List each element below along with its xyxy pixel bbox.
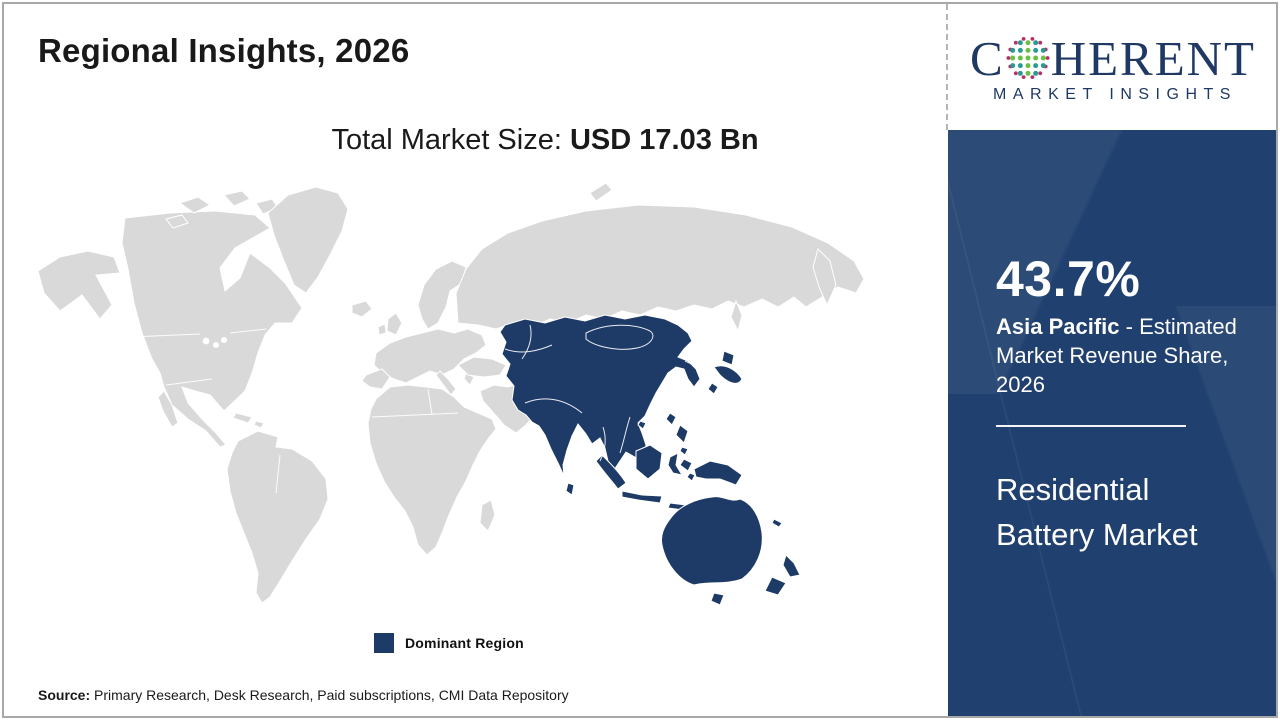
logo-tagline: MARKET INSIGHTS [993,86,1237,103]
map-legend: Dominant Region [374,633,524,653]
market-size-value: USD 17.03 Bn [569,124,759,156]
market-size-line: Total Market Size: USD 17.03 Bn [110,124,980,157]
logo-letters-rest: HERENT [1050,31,1256,86]
stat-desc-text: - Estimated Market Revenue Share, 2026 [996,314,1237,397]
stat-region: Asia Pacific [996,314,1120,339]
legend-swatch [374,633,394,653]
source-text: Primary Research, Desk Research, Paid su… [90,687,569,703]
region-asia-pacific [499,314,801,606]
panel-divider [996,425,1186,427]
country-borders [129,324,699,494]
report-title: Residential Battery Market [996,472,1198,552]
page-title: Regional Insights, 2026 [38,32,410,69]
globe-icon [1006,36,1050,79]
logo-letter-c: C [970,31,1005,86]
great-lakes [202,337,227,348]
market-size-label: Total Market Size: [331,124,570,156]
brand-logo: C HERENT MARKET INSIGH [950,4,1276,130]
source-note: Source: Primary Research, Desk Research,… [38,687,569,703]
logo-wordmark: C HERENT [970,34,1256,83]
source-label: Source: [38,687,91,703]
world-map-base-regions [37,182,865,604]
legend-label: Dominant Region [405,635,524,651]
panel-texture [948,130,1083,716]
stat-description: Asia Pacific - Estimated Market Revenue … [996,312,1246,399]
dashed-divider [946,4,948,130]
sidebar-panel: 43.7% Asia Pacific - Estimated Market Re… [948,130,1276,716]
world-map [30,173,935,625]
stat-value: 43.7% [996,251,1141,307]
